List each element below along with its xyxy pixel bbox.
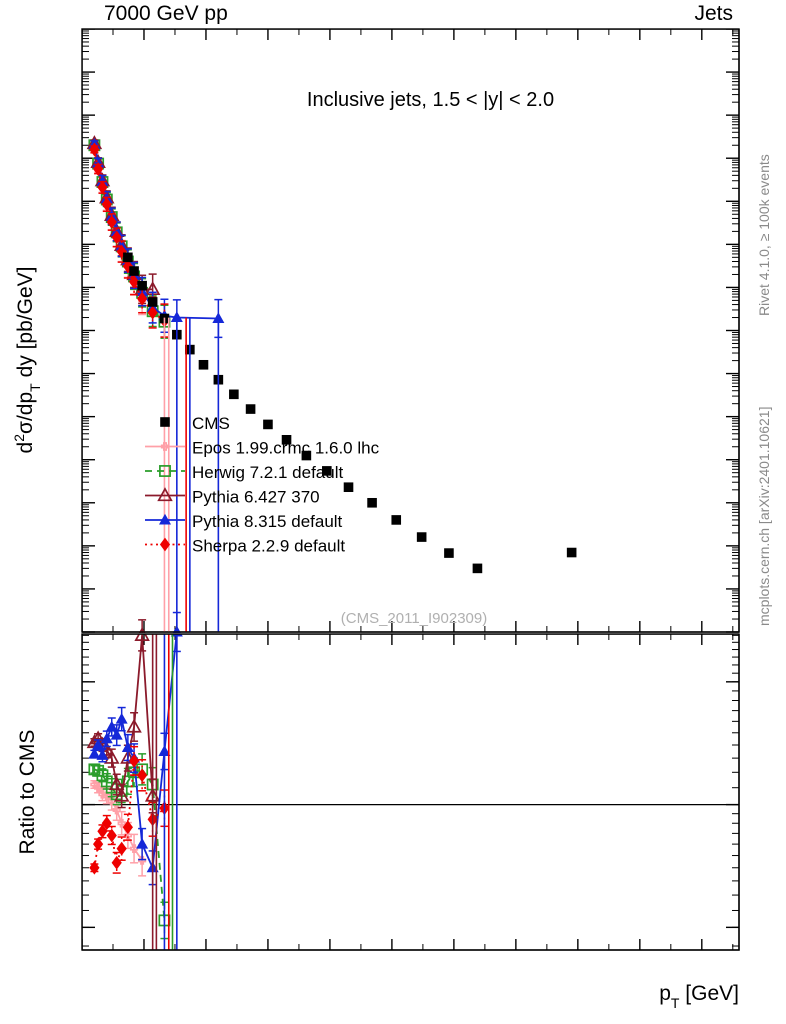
mcplots-source-annotation: mcplots.cern.ch [arXiv:2401.10621] bbox=[752, 330, 776, 630]
legend-cms-sample-marker bbox=[160, 417, 170, 427]
ratio-panel-frame-top bbox=[81, 633, 740, 951]
ratio-marker bbox=[129, 844, 139, 853]
main-marker bbox=[263, 419, 273, 430]
ratio-marker bbox=[121, 741, 134, 753]
ratio-marker bbox=[89, 860, 100, 875]
analysis-watermark: (CMS_2011_I902309) bbox=[341, 610, 487, 627]
main-marker bbox=[444, 548, 454, 558]
main-marker bbox=[229, 389, 239, 400]
ratio-marker bbox=[107, 796, 116, 806]
main-panel-frame-top bbox=[81, 28, 740, 633]
mcplots-source-text: mcplots.cern.ch [arXiv:2401.10621] bbox=[756, 407, 772, 626]
figure-canvas: 101010910810710610510410310210110−110−21… bbox=[0, 24, 786, 1024]
main-marker bbox=[111, 230, 122, 245]
main-marker bbox=[416, 532, 427, 542]
legend-sherpa-sample-marker bbox=[159, 537, 171, 552]
ratio-marker bbox=[104, 749, 120, 764]
ratio-marker bbox=[93, 837, 104, 852]
legend-pythia8-sample-marker bbox=[159, 513, 171, 525]
ratio-marker bbox=[106, 828, 117, 843]
ratio-marker bbox=[97, 824, 108, 839]
legend-cms-label: CMS bbox=[192, 414, 230, 433]
ratio-panel-frame bbox=[81, 633, 740, 951]
ratio-marker bbox=[100, 732, 113, 744]
ratio-marker bbox=[110, 728, 123, 740]
rivet-version-text: Rivet 4.1.0, ≥ 100k events bbox=[756, 154, 772, 316]
main-marker bbox=[198, 359, 209, 370]
main-marker bbox=[93, 162, 104, 176]
ratio-marker bbox=[126, 718, 142, 733]
ratio-marker bbox=[116, 841, 127, 856]
legend-pythia6-sample-marker bbox=[157, 487, 173, 502]
plot-title: Inclusive jets, 1.5 < |y| < 2.0 bbox=[307, 89, 554, 111]
main-y-axis-label: d2σ/dpT dy [pb/GeV] bbox=[11, 267, 43, 454]
main-marker bbox=[97, 180, 108, 195]
header-bar: 7000 GeV pp Jets bbox=[0, 0, 786, 26]
ratio-line-epos bbox=[93, 783, 143, 861]
ratio-marker bbox=[96, 749, 109, 760]
main-marker bbox=[301, 450, 312, 461]
main-marker bbox=[322, 466, 332, 476]
main-marker bbox=[472, 563, 483, 574]
ratio-marker bbox=[120, 749, 136, 764]
main-marker bbox=[128, 274, 140, 289]
main-marker bbox=[123, 252, 133, 263]
legend-herwig-label: Herwig 7.2.1 default bbox=[192, 463, 343, 482]
ratio-marker bbox=[128, 753, 140, 768]
ratio-marker bbox=[122, 820, 133, 835]
ratio-marker bbox=[108, 776, 125, 791]
main-marker bbox=[245, 404, 256, 414]
clip-right bbox=[740, 24, 786, 1024]
ratio-marker bbox=[101, 816, 112, 831]
clip-bottom bbox=[0, 951, 786, 1024]
ratio-marker bbox=[92, 738, 105, 750]
ratio-marker bbox=[138, 855, 147, 865]
ratio-marker bbox=[113, 787, 130, 802]
main-marker bbox=[170, 311, 183, 323]
legend-pythia8-label: Pythia 8.315 default bbox=[192, 512, 343, 531]
main-marker bbox=[367, 497, 377, 508]
legend-sherpa-label: Sherpa 2.2.9 default bbox=[192, 537, 345, 556]
ratio-line-sherpa bbox=[93, 757, 166, 868]
main-marker bbox=[106, 215, 117, 229]
ratio-marker bbox=[111, 855, 122, 870]
ratio-marker bbox=[136, 837, 149, 849]
main-marker bbox=[129, 266, 139, 276]
main-marker bbox=[281, 434, 292, 445]
main-marker bbox=[116, 244, 127, 259]
x-axis-label: pT [GeV] bbox=[659, 982, 739, 1011]
ratio-marker bbox=[94, 783, 103, 793]
ratio-marker bbox=[137, 768, 148, 783]
rivet-version-annotation: Rivet 4.1.0, ≥ 100k events bbox=[752, 40, 776, 320]
main-marker bbox=[343, 482, 354, 493]
legend-epos-sample-marker bbox=[160, 442, 170, 451]
main-marker bbox=[147, 305, 158, 320]
main-marker bbox=[110, 225, 123, 236]
header-analysis-label: Jets bbox=[694, 2, 733, 25]
legend-pythia6-label: Pythia 6.427 370 bbox=[192, 488, 320, 507]
ratio-y-axis-label: Ratio to CMS bbox=[16, 730, 39, 855]
ratio-marker bbox=[112, 805, 121, 815]
main-marker bbox=[137, 280, 147, 291]
legend-epos-label: Epos 1.99.crmc 1.6.0 lhc bbox=[192, 439, 380, 458]
legend-herwig-sample-marker bbox=[159, 465, 171, 477]
main-marker bbox=[147, 297, 158, 307]
clip-top bbox=[0, 24, 786, 29]
main-marker bbox=[566, 547, 577, 558]
main-marker bbox=[96, 175, 109, 186]
ratio-marker bbox=[105, 720, 118, 732]
main-marker bbox=[137, 291, 148, 306]
ratio-marker bbox=[115, 712, 128, 724]
main-marker bbox=[391, 515, 402, 525]
main-marker bbox=[101, 197, 112, 212]
header-beam-label: 7000 GeV pp bbox=[104, 2, 228, 25]
clip-left bbox=[0, 24, 82, 1024]
main-marker bbox=[89, 142, 100, 157]
ratio-marker bbox=[88, 747, 101, 759]
